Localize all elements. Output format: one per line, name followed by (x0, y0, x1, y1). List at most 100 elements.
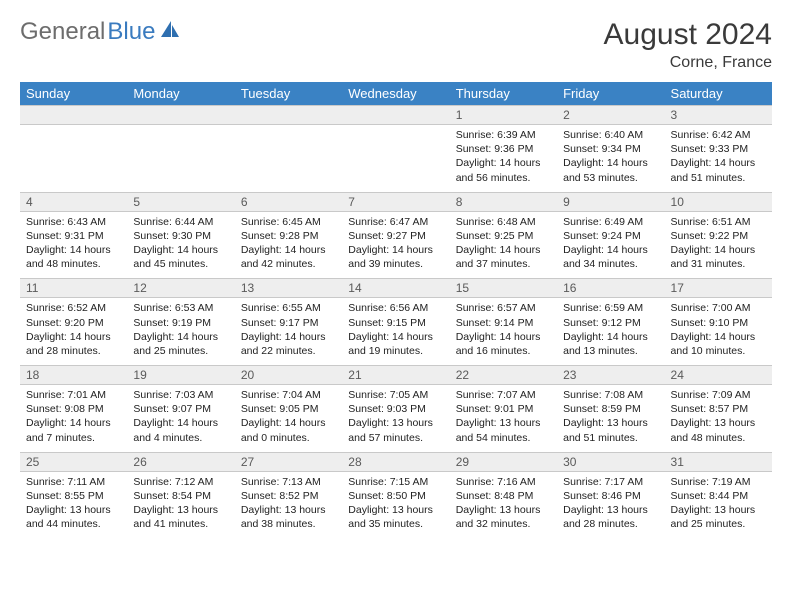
daylight-text: Daylight: 14 hours and 10 minutes. (671, 330, 766, 358)
day-cell: 31Sunrise: 7:19 AMSunset: 8:44 PMDayligh… (665, 452, 772, 538)
sunrise-text: Sunrise: 6:44 AM (133, 215, 228, 229)
day-number: 1 (450, 105, 557, 125)
sunset-text: Sunset: 9:03 PM (348, 402, 443, 416)
sunrise-text: Sunrise: 7:11 AM (26, 475, 121, 489)
day-cell: 15Sunrise: 6:57 AMSunset: 9:14 PMDayligh… (450, 278, 557, 364)
daylight-text: Daylight: 14 hours and 31 minutes. (671, 243, 766, 271)
daylight-text: Daylight: 14 hours and 19 minutes. (348, 330, 443, 358)
day-info: Sunrise: 7:17 AMSunset: 8:46 PMDaylight:… (557, 472, 664, 538)
day-info: Sunrise: 6:42 AMSunset: 9:33 PMDaylight:… (665, 125, 772, 191)
sunset-text: Sunset: 8:55 PM (26, 489, 121, 503)
day-info: Sunrise: 7:07 AMSunset: 9:01 PMDaylight:… (450, 385, 557, 451)
daylight-text: Daylight: 14 hours and 16 minutes. (456, 330, 551, 358)
day-number: 14 (342, 278, 449, 298)
day-info: Sunrise: 7:08 AMSunset: 8:59 PMDaylight:… (557, 385, 664, 451)
sunset-text: Sunset: 9:24 PM (563, 229, 658, 243)
day-number: 20 (235, 365, 342, 385)
day-info: Sunrise: 6:53 AMSunset: 9:19 PMDaylight:… (127, 298, 234, 364)
daylight-text: Daylight: 14 hours and 39 minutes. (348, 243, 443, 271)
sail-icon (159, 18, 181, 46)
sunset-text: Sunset: 9:20 PM (26, 316, 121, 330)
sunset-text: Sunset: 9:19 PM (133, 316, 228, 330)
weekday-fri: Friday (557, 82, 664, 105)
day-number: 22 (450, 365, 557, 385)
sunset-text: Sunset: 9:10 PM (671, 316, 766, 330)
day-number: 28 (342, 452, 449, 472)
week-row: 11Sunrise: 6:52 AMSunset: 9:20 PMDayligh… (20, 278, 772, 365)
daylight-text: Daylight: 14 hours and 7 minutes. (26, 416, 121, 444)
day-number: 16 (557, 278, 664, 298)
weekday-sun: Sunday (20, 82, 127, 105)
sunrise-text: Sunrise: 6:43 AM (26, 215, 121, 229)
sunrise-text: Sunrise: 6:55 AM (241, 301, 336, 315)
day-cell: 27Sunrise: 7:13 AMSunset: 8:52 PMDayligh… (235, 452, 342, 538)
sunset-text: Sunset: 9:34 PM (563, 142, 658, 156)
day-number: 23 (557, 365, 664, 385)
day-cell: 13Sunrise: 6:55 AMSunset: 9:17 PMDayligh… (235, 278, 342, 364)
sunset-text: Sunset: 9:12 PM (563, 316, 658, 330)
sunrise-text: Sunrise: 7:15 AM (348, 475, 443, 489)
sunset-text: Sunset: 9:30 PM (133, 229, 228, 243)
day-number: 3 (665, 105, 772, 125)
day-number: 6 (235, 192, 342, 212)
weekday-header: Sunday Monday Tuesday Wednesday Thursday… (20, 82, 772, 105)
day-number: 2 (557, 105, 664, 125)
daylight-text: Daylight: 13 hours and 35 minutes. (348, 503, 443, 531)
day-number: 29 (450, 452, 557, 472)
day-info: Sunrise: 7:11 AMSunset: 8:55 PMDaylight:… (20, 472, 127, 538)
day-number: 12 (127, 278, 234, 298)
title-block: August 2024 Corne, France (604, 18, 772, 72)
sunrise-text: Sunrise: 7:04 AM (241, 388, 336, 402)
daylight-text: Daylight: 13 hours and 41 minutes. (133, 503, 228, 531)
daylight-text: Daylight: 14 hours and 28 minutes. (26, 330, 121, 358)
day-info: Sunrise: 6:56 AMSunset: 9:15 PMDaylight:… (342, 298, 449, 364)
day-cell: 29Sunrise: 7:16 AMSunset: 8:48 PMDayligh… (450, 452, 557, 538)
sunrise-text: Sunrise: 7:16 AM (456, 475, 551, 489)
sunset-text: Sunset: 9:15 PM (348, 316, 443, 330)
day-number (235, 105, 342, 125)
day-number: 5 (127, 192, 234, 212)
sunrise-text: Sunrise: 7:17 AM (563, 475, 658, 489)
day-number: 10 (665, 192, 772, 212)
sunrise-text: Sunrise: 7:13 AM (241, 475, 336, 489)
location: Corne, France (604, 54, 772, 72)
sunset-text: Sunset: 9:25 PM (456, 229, 551, 243)
day-cell: 3Sunrise: 6:42 AMSunset: 9:33 PMDaylight… (665, 105, 772, 191)
day-cell: 16Sunrise: 6:59 AMSunset: 9:12 PMDayligh… (557, 278, 664, 364)
day-cell: 12Sunrise: 6:53 AMSunset: 9:19 PMDayligh… (127, 278, 234, 364)
day-number: 15 (450, 278, 557, 298)
day-cell (235, 105, 342, 191)
day-info: Sunrise: 7:00 AMSunset: 9:10 PMDaylight:… (665, 298, 772, 364)
day-number: 21 (342, 365, 449, 385)
day-number: 30 (557, 452, 664, 472)
day-number: 19 (127, 365, 234, 385)
header: GeneralBlue August 2024 Corne, France (20, 18, 772, 72)
daylight-text: Daylight: 14 hours and 48 minutes. (26, 243, 121, 271)
weekday-wed: Wednesday (342, 82, 449, 105)
sunrise-text: Sunrise: 6:53 AM (133, 301, 228, 315)
day-number: 31 (665, 452, 772, 472)
sunrise-text: Sunrise: 6:48 AM (456, 215, 551, 229)
day-number: 17 (665, 278, 772, 298)
day-cell: 28Sunrise: 7:15 AMSunset: 8:50 PMDayligh… (342, 452, 449, 538)
sunset-text: Sunset: 9:07 PM (133, 402, 228, 416)
day-number: 18 (20, 365, 127, 385)
sunset-text: Sunset: 9:31 PM (26, 229, 121, 243)
day-number: 25 (20, 452, 127, 472)
day-number: 11 (20, 278, 127, 298)
sunset-text: Sunset: 8:54 PM (133, 489, 228, 503)
sunrise-text: Sunrise: 6:39 AM (456, 128, 551, 142)
day-info: Sunrise: 7:03 AMSunset: 9:07 PMDaylight:… (127, 385, 234, 451)
day-number (20, 105, 127, 125)
daylight-text: Daylight: 13 hours and 51 minutes. (563, 416, 658, 444)
daylight-text: Daylight: 13 hours and 25 minutes. (671, 503, 766, 531)
day-info: Sunrise: 7:01 AMSunset: 9:08 PMDaylight:… (20, 385, 127, 451)
daylight-text: Daylight: 13 hours and 44 minutes. (26, 503, 121, 531)
calendar-body: 1Sunrise: 6:39 AMSunset: 9:36 PMDaylight… (20, 105, 772, 538)
day-number (342, 105, 449, 125)
day-info: Sunrise: 6:48 AMSunset: 9:25 PMDaylight:… (450, 212, 557, 278)
logo-text-blue: Blue (107, 18, 155, 46)
day-info: Sunrise: 6:45 AMSunset: 9:28 PMDaylight:… (235, 212, 342, 278)
weekday-sat: Saturday (665, 82, 772, 105)
day-number: 7 (342, 192, 449, 212)
